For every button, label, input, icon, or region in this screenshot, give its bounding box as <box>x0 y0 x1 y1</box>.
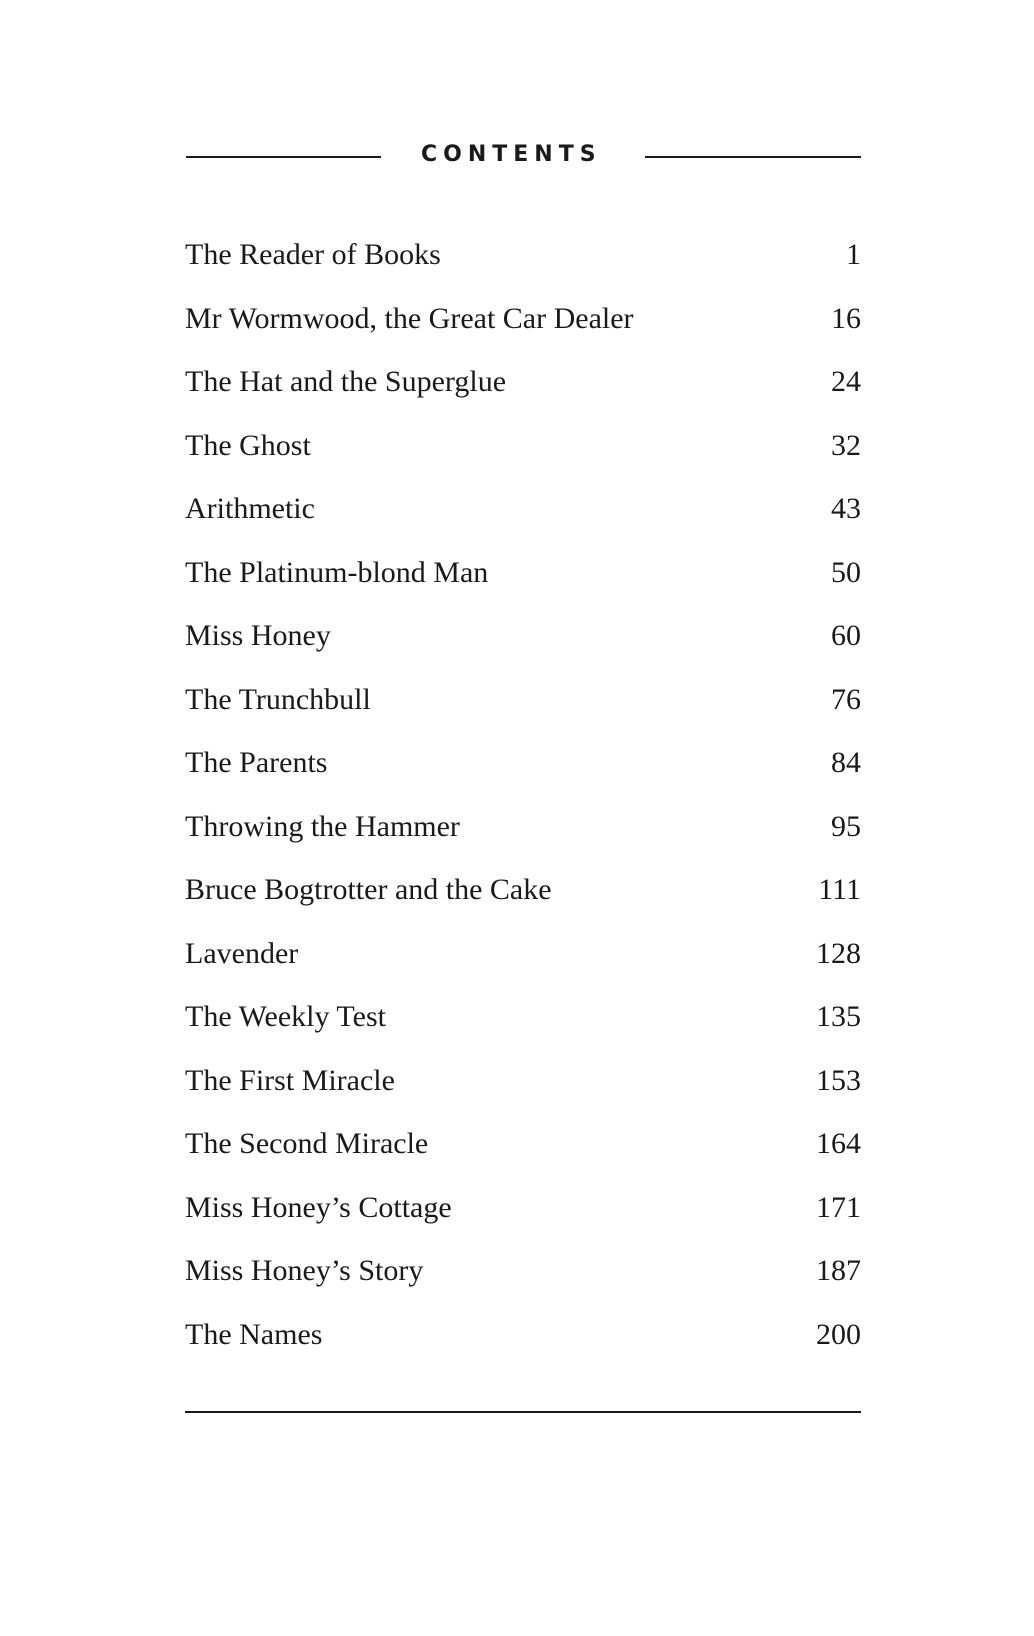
toc-entry: The Second Miracle 164 <box>185 1121 861 1185</box>
chapter-title: The Weekly Test <box>185 1000 386 1033</box>
chapter-title: The Reader of Books <box>185 238 441 271</box>
toc-entry: Miss Honey’s Cottage 171 <box>185 1185 861 1249</box>
chapter-title: Bruce Bogtrotter and the Cake <box>185 873 552 906</box>
page-number: 135 <box>816 1000 861 1033</box>
chapter-title: Miss Honey’s Cottage <box>185 1190 452 1224</box>
toc-entry: The Hat and the Superglue 24 <box>185 359 861 423</box>
contents-header: CONTENTS <box>186 140 861 176</box>
page-number: 76 <box>831 682 861 716</box>
page-number: 60 <box>831 619 861 652</box>
chapter-title: The Names <box>185 1317 323 1351</box>
chapter-title: Lavender <box>185 936 299 970</box>
page-number: 200 <box>816 1317 861 1351</box>
toc-entry: The Trunchbull 76 <box>185 677 861 741</box>
chapter-title: The First Miracle <box>185 1063 395 1097</box>
page-number: 16 <box>831 301 861 335</box>
toc-entry: Miss Honey’s Story 187 <box>185 1248 861 1312</box>
table-of-contents: The Reader of Books 1 Mr Wormwood, the Gre… <box>185 232 861 1375</box>
toc-entry: The Parents 84 <box>185 740 861 804</box>
bottom-rule <box>185 1411 861 1413</box>
header-rule-left <box>186 156 381 158</box>
page-number: 187 <box>816 1254 861 1287</box>
header-rule-right <box>645 156 861 158</box>
toc-entry: The Platinum-blond Man 50 <box>185 550 861 614</box>
page-number: 153 <box>816 1063 861 1097</box>
toc-entry: Throwing the Hammer 95 <box>185 804 861 868</box>
toc-entry: The First Miracle 153 <box>185 1058 861 1122</box>
page-number: 1 <box>846 238 861 271</box>
page-number: 84 <box>831 746 861 779</box>
page-number: 24 <box>831 365 861 398</box>
toc-entry: Mr Wormwood, the Great Car Dealer 16 <box>185 296 861 360</box>
chapter-title: Miss Honey <box>185 619 331 652</box>
page-number: 32 <box>831 428 861 462</box>
chapter-title: Throwing the Hammer <box>185 809 460 843</box>
toc-entry: Lavender 128 <box>185 931 861 995</box>
toc-entry: The Weekly Test 135 <box>185 994 861 1058</box>
toc-entry: The Reader of Books 1 <box>185 232 861 296</box>
chapter-title: The Trunchbull <box>185 682 371 716</box>
toc-entry: The Ghost 32 <box>185 423 861 487</box>
chapter-title: Miss Honey’s Story <box>185 1254 424 1287</box>
chapter-title: The Second Miracle <box>185 1127 429 1160</box>
page-number: 171 <box>816 1190 861 1224</box>
chapter-title: The Parents <box>185 746 328 779</box>
page-number: 43 <box>831 492 861 525</box>
toc-entry: The Names 200 <box>185 1312 861 1376</box>
page-title: CONTENTS <box>421 142 602 167</box>
page-number: 164 <box>816 1127 861 1160</box>
chapter-title: Arithmetic <box>185 492 315 525</box>
chapter-title: The Hat and the Superglue <box>185 365 507 398</box>
page-number: 128 <box>816 936 861 970</box>
page-number: 50 <box>831 555 861 589</box>
chapter-title: The Platinum-blond Man <box>185 555 489 589</box>
toc-entry: Arithmetic 43 <box>185 486 861 550</box>
toc-entry: Miss Honey 60 <box>185 613 861 677</box>
chapter-title: Mr Wormwood, the Great Car Dealer <box>185 301 634 335</box>
page-number: 111 <box>818 873 861 906</box>
toc-entry: Bruce Bogtrotter and the Cake 111 <box>185 867 861 931</box>
page-number: 95 <box>831 809 861 843</box>
chapter-title: The Ghost <box>185 428 311 462</box>
